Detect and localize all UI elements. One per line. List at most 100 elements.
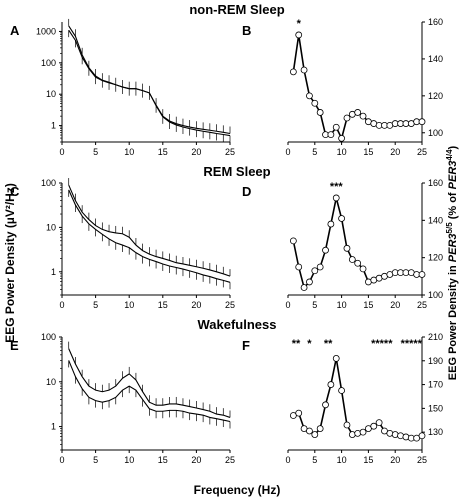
x-tick-label: 0: [285, 455, 290, 465]
y-tick-label: 130: [428, 427, 443, 437]
data-point: [316, 425, 324, 432]
data-point: [359, 112, 367, 120]
y-axis-title-right: EEG Power Density in PER35/5 (% of PER34…: [445, 145, 460, 380]
x-tick-label: 25: [225, 147, 235, 157]
data-point: [327, 131, 335, 139]
y-tick-label: 10: [46, 222, 56, 232]
y-tick-label: 140: [428, 54, 443, 64]
data-point: [316, 109, 324, 116]
panel-letter-b: B: [242, 23, 251, 38]
y-tick-label: 1: [51, 121, 56, 131]
data-point: [332, 123, 340, 131]
x-tick-label: 10: [337, 300, 347, 310]
title-non-rem-sleep: non-REM Sleep: [189, 2, 284, 17]
x-tick-label: 10: [124, 147, 134, 157]
y-tick-label: 140: [428, 215, 443, 225]
x-tick-label: 10: [124, 300, 134, 310]
data-point: [332, 194, 340, 202]
y-tick-label: 150: [428, 403, 443, 413]
title-rem-sleep: REM Sleep: [203, 164, 270, 179]
y-tick-label: 120: [428, 91, 443, 101]
y-tick-label: 1: [51, 422, 56, 432]
x-tick-label: 20: [390, 455, 400, 465]
y-tick-label: 100: [41, 178, 56, 188]
x-tick-label: 15: [363, 300, 373, 310]
x-tick-label: 0: [59, 147, 64, 157]
significance-marker: *: [297, 18, 302, 30]
x-tick-label: 10: [124, 455, 134, 465]
x-tick-label: 0: [285, 300, 290, 310]
data-point: [295, 263, 303, 271]
y-tick-label: 100: [428, 290, 443, 300]
data-point: [338, 215, 346, 222]
data-point: [327, 381, 335, 388]
panel-letter-e: E: [10, 338, 19, 353]
data-point: [300, 66, 308, 74]
data-point: [343, 244, 351, 252]
x-tick-label: 20: [390, 147, 400, 157]
x-tick-label: 25: [417, 455, 427, 465]
x-axis-title: Frequency (Hz): [194, 483, 281, 497]
x-tick-label: 15: [158, 147, 168, 157]
title-wakefulness: Wakefulness: [198, 317, 277, 332]
x-tick-label: 20: [191, 147, 201, 157]
y-tick-label: 1: [51, 267, 56, 277]
x-tick-label: 10: [337, 147, 347, 157]
x-tick-label: 0: [59, 300, 64, 310]
data-point: [375, 419, 383, 427]
data-point: [327, 220, 335, 228]
data-point: [338, 387, 346, 394]
data-point: [316, 263, 324, 271]
series-line-2: [68, 29, 231, 137]
x-tick-label: 5: [312, 455, 317, 465]
data-point: [354, 259, 362, 267]
y-tick-label: 1000: [36, 26, 56, 36]
data-point: [343, 114, 351, 122]
data-point: [306, 92, 313, 100]
panel-letter-f: F: [242, 338, 250, 353]
panel-a: A 0 5 10 15 20 25 1 10 100 1000: [10, 18, 235, 157]
data-point: [418, 118, 426, 126]
data-point: [322, 401, 329, 409]
x-tick-label: 5: [93, 455, 98, 465]
data-point: [418, 271, 426, 278]
x-tick-label: 5: [93, 300, 98, 310]
data-point: [370, 422, 378, 430]
y-tick-label: 160: [428, 178, 443, 188]
panel-e: E 0 5 10 15 20 25 1 10 100: [10, 332, 235, 465]
y-tick-label: 120: [428, 253, 443, 263]
x-tick-label: 5: [312, 300, 317, 310]
x-tick-label: 15: [363, 147, 373, 157]
x-tick-label: 25: [225, 455, 235, 465]
y-tick-label: 10: [46, 377, 56, 387]
significance-marker: *: [307, 338, 312, 350]
data-point: [338, 134, 346, 142]
series-line-1: [68, 348, 231, 418]
x-tick-label: 20: [191, 300, 201, 310]
x-tick-label: 10: [337, 455, 347, 465]
panel-letter-a: A: [10, 23, 20, 38]
x-tick-label: 20: [191, 455, 201, 465]
significance-marker: *****: [371, 338, 393, 350]
data-point: [306, 427, 313, 435]
data-point: [300, 284, 308, 291]
data-point: [418, 432, 426, 440]
x-tick-label: 5: [312, 147, 317, 157]
y-tick-label: 210: [428, 332, 443, 342]
x-tick-label: 0: [285, 147, 290, 157]
data-point: [311, 431, 319, 438]
data-point: [359, 428, 367, 436]
y-tick-label: 100: [428, 128, 443, 138]
panel-letter-d: D: [242, 184, 251, 199]
x-tick-label: 20: [390, 300, 400, 310]
data-point: [311, 267, 319, 275]
y-tick-label: 10: [46, 89, 56, 99]
data-point: [322, 246, 329, 254]
panel-c: C 0 5 10 15 20 25 1 10 100: [10, 178, 235, 310]
x-tick-label: 15: [363, 455, 373, 465]
x-tick-label: 15: [158, 300, 168, 310]
x-tick-label: 25: [225, 300, 235, 310]
